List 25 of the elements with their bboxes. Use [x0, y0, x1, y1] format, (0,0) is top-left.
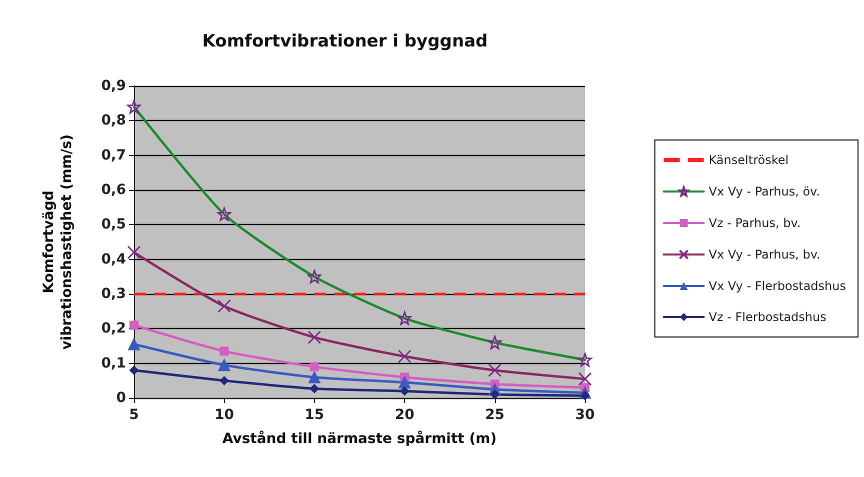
x-tick-label: 20 [394, 407, 415, 423]
x-tick-label: 25 [485, 407, 505, 423]
chart-title: Komfortvibrationer i byggnad [202, 32, 488, 52]
x-axis-title: Avstånd till närmaste spårmitt (m) [222, 430, 497, 447]
legend-label: Vz - Flerbostadshus [708, 310, 826, 324]
x-tick-label: 15 [304, 407, 324, 423]
y-tick-label: 0,5 [101, 216, 126, 233]
x-tick-label: 10 [214, 407, 234, 423]
x-tick-label: 30 [575, 407, 595, 423]
y-tick-label: 0,6 [101, 182, 126, 198]
y-tick-label: 0,4 [101, 251, 126, 268]
legend-label: Vx Vy - Parhus, öv. [708, 184, 820, 198]
y-tick-label: 0,8 [101, 112, 126, 129]
y-tick-label: 0,1 [101, 355, 126, 372]
y-tick-label: 0,2 [101, 320, 126, 337]
y-tick-label: 0,9 [101, 78, 126, 94]
legend-label: Vx Vy - Parhus, bv. [708, 248, 820, 262]
y-tick-label: 0,7 [101, 147, 126, 164]
legend-label: Känseltröskel [708, 153, 789, 167]
y-tick-label: 0 [116, 390, 126, 406]
y-axis-title: Komfortvägd vibrationshastighet (mm/s) [41, 134, 75, 350]
legend-label: Vx Vy - Flerbostadshus [708, 279, 846, 293]
x-tick-label: 5 [129, 407, 139, 423]
legend-label: Vz - Parhus, bv. [708, 216, 801, 230]
y-tick-label: 0,3 [101, 286, 126, 302]
